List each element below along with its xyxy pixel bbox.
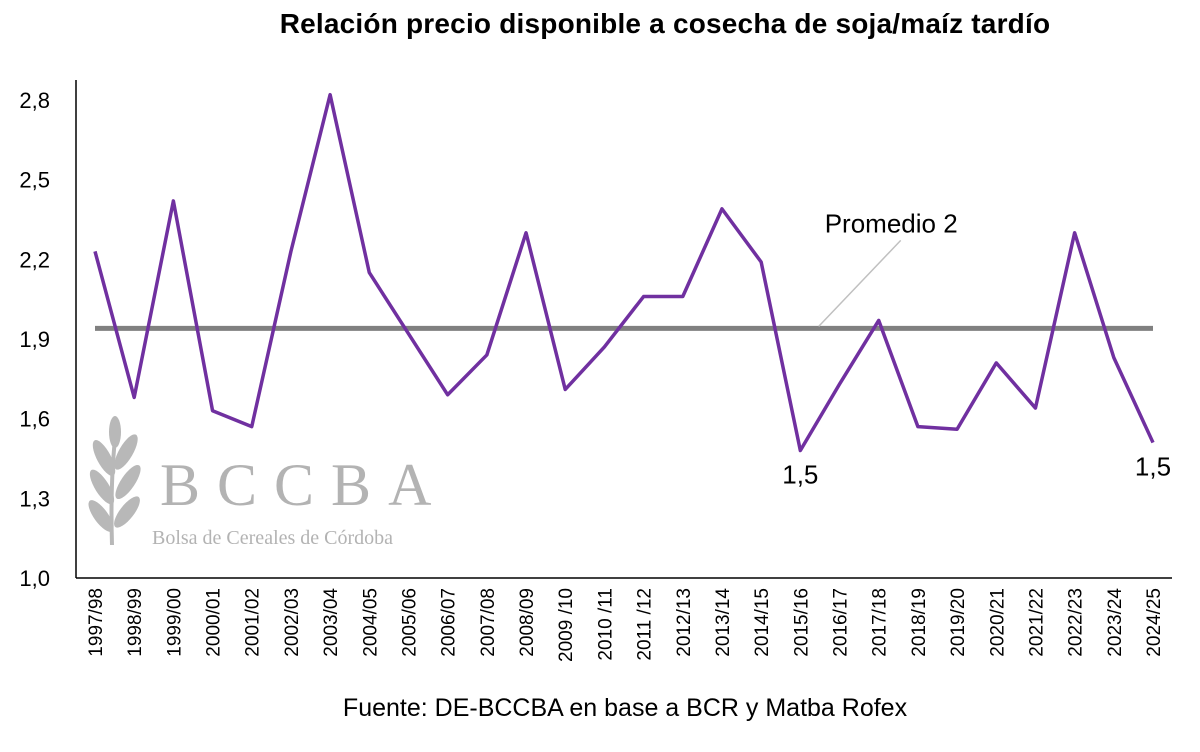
series-layer [93, 92, 1155, 453]
average-label: Promedio 2 [825, 208, 958, 238]
x-tick-label: 2007/08 [478, 588, 499, 657]
x-tick-label: 2014/15 [752, 588, 773, 657]
data-label: 1,5 [782, 460, 818, 490]
x-tick-label: 1997/98 [86, 588, 107, 657]
x-tick-label: 2004/05 [360, 588, 381, 657]
y-tick-label: 2,8 [19, 88, 50, 113]
x-tick-label: 2020/21 [987, 588, 1008, 657]
x-tick-label: 2011 /12 [635, 588, 656, 661]
y-tick-label: 1,6 [19, 407, 50, 432]
x-tick-label: 2017/18 [870, 588, 891, 657]
x-tick-label: 2024/25 [1144, 588, 1165, 657]
annotation-layer: 1,5 1,5 Promedio 2 [782, 208, 1171, 489]
x-tick-label: 2023/24 [1105, 588, 1126, 657]
x-tick-label: 2009 /10 [556, 588, 577, 662]
x-tick-label: 2019/20 [948, 588, 969, 657]
x-tick-label: 2010 /11 [595, 588, 616, 661]
ratio-line [93, 92, 1155, 453]
x-tick-label: 2018/19 [909, 588, 930, 657]
y-tick-label: 1,0 [19, 566, 50, 591]
x-tick-label: 1999/00 [164, 588, 185, 657]
average-leader-line [818, 239, 902, 327]
x-tick-label: 2006/07 [439, 588, 460, 657]
y-tick-label: 2,5 [19, 168, 50, 193]
x-tick-label: 2016/17 [831, 588, 852, 657]
y-tick-label: 1,3 [19, 486, 50, 511]
x-tick-label: 2003/04 [321, 588, 342, 657]
x-tick-label: 1998/99 [125, 588, 146, 657]
x-tick-label: 2001/02 [243, 588, 264, 657]
data-label: 1,5 [1135, 452, 1171, 482]
y-axis-ticks: 1,0 1,3 1,6 1,9 2,2 2,5 2,8 [19, 88, 50, 591]
x-tick-label: 2015/16 [791, 588, 812, 657]
logo-name: Bolsa de Cereales de Córdoba [152, 527, 393, 549]
chart-title: Relación precio disponible a cosecha de … [279, 8, 1051, 39]
bccba-logo: BCCBA Bolsa de Cereales de Córdoba [88, 416, 448, 549]
y-tick-label: 1,9 [19, 327, 50, 352]
x-tick-label: 2005/06 [399, 588, 420, 657]
logo-initials: BCCBA [160, 452, 448, 518]
x-tick-label: 2002/03 [282, 588, 303, 657]
x-tick-label: 2008/09 [517, 588, 538, 657]
source-note: Fuente: DE-BCCBA en base a BCR y Matba R… [342, 694, 908, 722]
x-tick-label: 2000/01 [204, 588, 225, 657]
x-tick-label: 2013/14 [713, 588, 734, 657]
x-axis-ticks: 1997/98 1998/99 1999/00 2000/01 2001/02 2002/… [86, 588, 1165, 662]
x-tick-label: 2021/22 [1026, 588, 1047, 657]
wheat-icon [88, 416, 141, 546]
x-tick-label: 2022/23 [1066, 588, 1087, 657]
y-tick-label: 2,2 [19, 247, 50, 272]
x-tick-label: 2012/13 [674, 588, 695, 657]
